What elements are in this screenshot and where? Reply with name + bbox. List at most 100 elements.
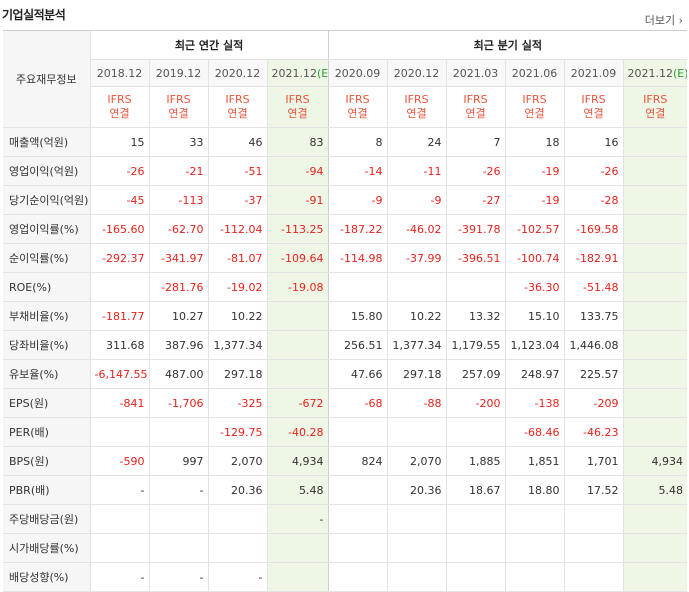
value-cell — [89, 533, 149, 563]
value-cell — [327, 475, 388, 505]
value-cell: -672 — [266, 388, 329, 418]
table-row: PER(배) -129.75 -40.28 -68.46 -46.23 — [3, 417, 688, 447]
value-cell: -19 — [504, 156, 565, 186]
value-cell: 824 — [327, 446, 388, 476]
value-cell — [622, 185, 688, 215]
value-cell: -37.99 — [386, 243, 447, 273]
value-cell: 133.75 — [563, 301, 624, 331]
ifrs-cell: IFRS 연결 — [445, 86, 506, 128]
value-cell: -112.04 — [207, 214, 267, 244]
section-header: 기업실적분석 더보기 › — [0, 0, 689, 30]
consolidated-label: 연결 — [645, 107, 666, 120]
row-label: EPS(원) — [3, 388, 90, 418]
table-row: 매출액(억원) 15 33 46 83 8 24 7 18 16 — [3, 127, 688, 157]
table-row: 영업이익(억원) -26 -21 -51 -94 -14 -11 -26 -19 -26 — [3, 156, 688, 186]
value-cell — [504, 533, 565, 563]
ifrs-label: IFRS — [225, 93, 250, 106]
consolidated-label: 연결 — [524, 107, 545, 120]
value-cell: 297.18 — [207, 359, 267, 389]
row-label: PER(배) — [3, 417, 90, 447]
value-cell: -9 — [327, 185, 388, 215]
value-cell: 10.22 — [207, 301, 267, 331]
row-label: 당좌비율(%) — [3, 330, 90, 360]
period-header: 2018.12 — [89, 59, 149, 87]
value-cell: 4,934 — [622, 446, 688, 476]
value-cell: - — [148, 475, 208, 505]
table-row: 당좌비율(%) 311.68 387.96 1,377.34 256.51 1,377.3… — [3, 330, 688, 360]
value-cell: 4,934 — [266, 446, 329, 476]
value-cell — [622, 533, 688, 563]
value-cell — [622, 127, 688, 157]
table-row: 배당성향(%) - - - — [3, 562, 688, 592]
value-cell: -68 — [327, 388, 388, 418]
value-cell: -6,147.55 — [89, 359, 149, 389]
value-cell: -51 — [207, 156, 267, 186]
value-cell: -1,706 — [148, 388, 208, 418]
value-cell: -68.46 — [504, 417, 565, 447]
value-cell — [266, 301, 329, 331]
period-header: 2020.09 — [327, 59, 388, 87]
value-cell — [327, 504, 388, 534]
value-cell: -113.25 — [266, 214, 329, 244]
consolidated-label: 연결 — [227, 107, 248, 120]
value-cell: 83 — [266, 127, 329, 157]
value-cell: -26 — [563, 156, 624, 186]
value-cell: -200 — [445, 388, 506, 418]
value-cell — [327, 417, 388, 447]
value-cell: - — [148, 562, 208, 592]
corner-label: 주요재무정보 — [3, 30, 90, 128]
value-cell: 7 — [445, 127, 506, 157]
value-cell: 1,179.55 — [445, 330, 506, 360]
ifrs-cell: IFRS 연결 — [504, 86, 565, 128]
value-cell: 1,123.04 — [504, 330, 565, 360]
value-cell: 18.67 — [445, 475, 506, 505]
more-link[interactable]: 더보기 › — [644, 14, 683, 27]
value-cell — [622, 156, 688, 186]
value-cell — [327, 533, 388, 563]
row-label: 주당배당금(원) — [3, 504, 90, 534]
ifrs-label: IFRS — [404, 93, 429, 106]
table-row: PBR(배) - -20.36 5.48 20.36 18.67 18.80 17.52 5.4… — [3, 475, 688, 505]
value-cell — [327, 562, 388, 592]
value-cell: 5.48 — [266, 475, 329, 505]
value-cell: 1,851 — [504, 446, 565, 476]
value-cell: -88 — [386, 388, 447, 418]
row-label: PBR(배) — [3, 475, 90, 505]
value-cell — [622, 417, 688, 447]
value-cell: -9 — [386, 185, 447, 215]
value-cell — [445, 562, 506, 592]
value-cell — [266, 562, 329, 592]
value-cell: 47.66 — [327, 359, 388, 389]
value-cell: -21 — [148, 156, 208, 186]
value-cell: -391.78 — [445, 214, 506, 244]
value-cell: -114.98 — [327, 243, 388, 273]
table-row: 시가배당률(%) — [3, 533, 688, 563]
value-cell — [148, 417, 208, 447]
value-cell: 15 — [89, 127, 149, 157]
value-cell: -169.58 — [563, 214, 624, 244]
ifrs-cell: IFRS 연결 — [207, 86, 267, 128]
value-cell — [622, 562, 688, 592]
period-header: 2021.09 — [563, 59, 624, 87]
consolidated-label: 연결 — [465, 107, 486, 120]
period-header: 2020.12 — [207, 59, 267, 87]
value-cell: 18 — [504, 127, 565, 157]
period-label: 2020.12 — [393, 66, 440, 80]
period-header: 2021.06 — [504, 59, 565, 87]
period-header: 2020.12 — [386, 59, 447, 87]
value-cell: 33 — [148, 127, 208, 157]
value-cell: 10.27 — [148, 301, 208, 331]
row-label: 당기순이익(억원) — [3, 185, 90, 215]
value-cell — [622, 359, 688, 389]
estimate-mark: (E) — [317, 66, 329, 80]
period-header: 2019.12 — [148, 59, 208, 87]
period-label: 2021.12 — [271, 66, 318, 80]
row-label: BPS(원) — [3, 446, 90, 476]
ifrs-cell: IFRS 연결 — [563, 86, 624, 128]
value-cell: -46.23 — [563, 417, 624, 447]
value-cell: -36.30 — [504, 272, 565, 302]
value-cell: -37 — [207, 185, 267, 215]
financial-table: 주요재무정보 최근 연간 실적 최근 분기 실적 2018.12 2019.12 2… — [3, 30, 688, 592]
value-cell — [563, 562, 624, 592]
value-cell — [266, 359, 329, 389]
